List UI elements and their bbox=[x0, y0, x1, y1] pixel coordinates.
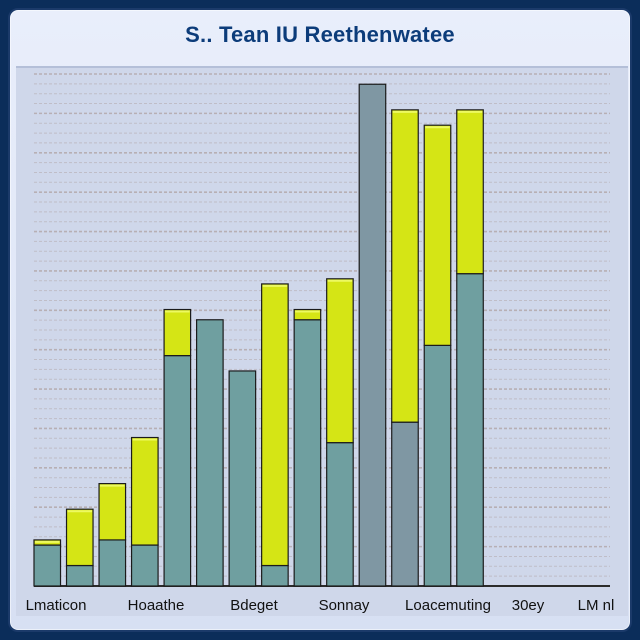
x-tick-label: 30ey bbox=[512, 597, 545, 614]
chart-frame: S.. Tean IU Reethenwatee Lmaticon Hoaathe… bbox=[8, 8, 632, 632]
chart-title: S.. Tean IU Reethenwatee bbox=[185, 22, 455, 47]
bar-top bbox=[65, 508, 94, 567]
plot-area: Lmaticon Hoaathe Bdeget Sonnay Loacemuting 30… bbox=[16, 66, 628, 616]
bar-base bbox=[358, 83, 387, 587]
bar-base bbox=[261, 564, 289, 587]
x-tick-label: LM nl bbox=[578, 597, 615, 614]
x-tick-label: Loacemuting bbox=[405, 597, 491, 614]
bar-top bbox=[130, 436, 159, 546]
bar-top bbox=[163, 308, 192, 357]
bar-base bbox=[293, 319, 322, 587]
x-tick-label: Lmaticon bbox=[26, 597, 87, 614]
bar-base bbox=[228, 370, 257, 587]
bar-top bbox=[261, 283, 289, 567]
bar-base bbox=[423, 344, 452, 587]
bar-base bbox=[163, 355, 192, 587]
x-tick-label: Bdeget bbox=[230, 597, 278, 614]
bar-top bbox=[391, 109, 419, 423]
bar-chart: Lmaticon Hoaathe Bdeget Sonnay Loacemuting 30… bbox=[16, 68, 628, 616]
bar-base bbox=[33, 544, 62, 587]
bar-top bbox=[423, 124, 452, 346]
bar-base bbox=[326, 442, 354, 587]
bar-base bbox=[98, 539, 127, 587]
bar-base bbox=[196, 319, 224, 587]
x-tick-label: Sonnay bbox=[319, 597, 370, 614]
bar-base bbox=[130, 544, 159, 587]
bar-top bbox=[293, 308, 322, 321]
bar-top bbox=[326, 278, 354, 444]
bar-base bbox=[65, 564, 94, 587]
bar-base bbox=[391, 421, 419, 587]
bar-base bbox=[456, 273, 484, 587]
bar-top bbox=[98, 483, 127, 541]
bar-top bbox=[456, 109, 484, 275]
x-tick-label: Hoaathe bbox=[128, 597, 185, 614]
